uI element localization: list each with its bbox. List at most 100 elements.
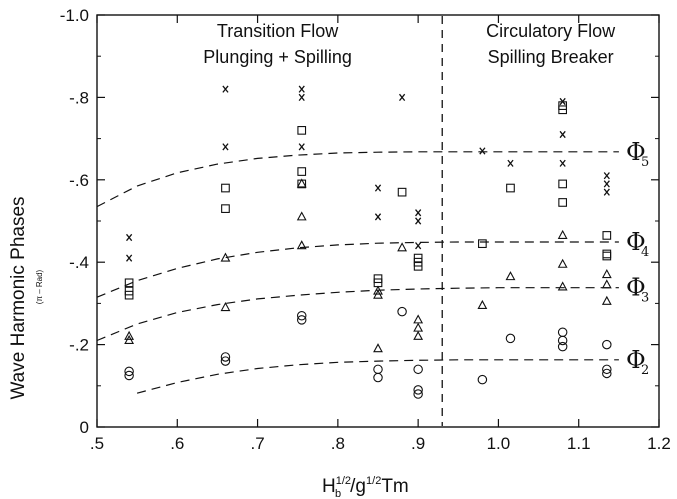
point-triangle xyxy=(373,343,383,353)
fitted-curves xyxy=(96,151,619,394)
point-circle xyxy=(296,315,307,325)
point-triangle xyxy=(124,334,135,345)
region-right-line1: Circulatory Flow xyxy=(486,21,616,41)
x-axis-title-end: Tm xyxy=(381,476,408,497)
point-triangle xyxy=(397,242,408,252)
point-triangle xyxy=(505,271,516,281)
axis-ticks: .5 .6 .7 .8 .9 1.0 1.1 1.2 0 -.2 -.4 -.6 -.8 -1.0 xyxy=(60,6,671,453)
point-x-stroke xyxy=(126,233,133,242)
y-tick-label: -.2 xyxy=(69,336,89,355)
x-axis-title: H1/2 b/g1/2Tm xyxy=(322,475,409,499)
point-x-stroke xyxy=(298,143,305,151)
x-tick-label: .9 xyxy=(411,434,425,453)
point-x xyxy=(603,188,610,196)
point-triangle xyxy=(373,289,383,299)
point-triangle xyxy=(296,211,307,221)
point-x xyxy=(507,159,514,167)
point-triangle xyxy=(601,269,612,279)
point-circle xyxy=(505,333,516,344)
point-circle xyxy=(413,389,423,399)
point-x xyxy=(298,93,305,102)
point-circle xyxy=(220,352,231,362)
point-x-stroke xyxy=(374,213,382,221)
curve-label-sub-2: 2 xyxy=(641,363,649,378)
y-axis-title: Wave Harmonic Phases xyxy=(8,196,29,399)
point-x-stroke xyxy=(126,254,133,262)
point-x-stroke xyxy=(415,217,422,225)
point-x-stroke xyxy=(415,242,422,250)
point-x-stroke xyxy=(479,147,486,155)
point-circle xyxy=(373,364,383,375)
x-axis-title-sub-b: b xyxy=(335,488,341,499)
point-circle xyxy=(413,385,423,395)
point-triangle xyxy=(373,285,383,295)
point-x xyxy=(603,172,610,180)
point-circle xyxy=(124,366,134,377)
point-triangle xyxy=(413,322,424,332)
point-circle xyxy=(602,368,612,379)
data-points xyxy=(124,85,612,399)
point-triangle xyxy=(124,330,135,340)
point-circle xyxy=(413,364,423,375)
point-square xyxy=(221,204,230,213)
x-axis-title-base: H xyxy=(322,476,336,497)
point-circle xyxy=(602,364,612,375)
x-axis-title-sup1: 1/2 xyxy=(336,475,351,487)
point-circle xyxy=(557,335,568,346)
point-x xyxy=(603,180,610,188)
point-circle xyxy=(220,356,231,366)
point-triangle xyxy=(220,252,231,262)
point-x xyxy=(398,93,406,102)
point-triangle xyxy=(220,301,231,312)
point-x xyxy=(415,217,422,225)
point-x xyxy=(559,130,566,139)
point-triangle xyxy=(477,299,488,310)
x-tick-label: 1.2 xyxy=(647,434,671,453)
y-tick-label: 0 xyxy=(80,418,89,437)
y-axis-unit: (π – Rad) xyxy=(35,269,44,304)
point-circle xyxy=(557,341,568,352)
y-axis-title-group: Wave Harmonic Phases xyxy=(8,196,29,399)
point-triangle xyxy=(296,178,307,188)
point-square xyxy=(478,239,487,249)
point-square xyxy=(124,290,134,300)
curve-label-sub-4: 4 xyxy=(641,245,649,260)
point-square xyxy=(602,249,612,259)
curve-label-phi-2: Φ xyxy=(626,346,646,374)
point-x-stroke xyxy=(374,184,382,192)
point-triangle xyxy=(557,281,568,291)
point-x xyxy=(298,85,305,93)
point-x-stroke xyxy=(415,209,422,217)
curve-label-sub-5: 5 xyxy=(641,155,649,170)
point-x-stroke xyxy=(603,188,610,196)
point-x xyxy=(479,147,486,155)
curve-label-phi-4: Φ xyxy=(626,228,646,256)
point-x-stroke xyxy=(559,159,566,167)
curve-phi-4 xyxy=(96,241,619,298)
point-circle xyxy=(373,372,383,383)
point-x xyxy=(222,143,229,151)
point-triangle xyxy=(601,295,612,305)
x-tick-label: .8 xyxy=(331,434,345,453)
point-square xyxy=(558,179,568,189)
point-circle xyxy=(557,327,568,337)
point-triangle xyxy=(557,258,568,268)
y-tick-label: -.6 xyxy=(69,171,89,190)
x-axis-title-sup2: 1/2 xyxy=(366,475,381,487)
point-circle xyxy=(124,370,134,381)
point-x-stroke xyxy=(603,172,610,180)
point-x xyxy=(298,143,305,151)
point-x xyxy=(126,254,133,262)
y-tick-label: -.8 xyxy=(69,88,89,107)
point-circle xyxy=(477,374,488,385)
point-x-stroke xyxy=(222,143,229,151)
region-left-line1: Transition Flow xyxy=(217,21,339,41)
point-triangle xyxy=(413,330,424,340)
region-left-line2: Plunging + Spilling xyxy=(203,47,352,67)
point-circle xyxy=(296,311,307,321)
point-square xyxy=(602,231,612,240)
point-triangle xyxy=(413,314,424,324)
x-axis-title-mid: /g xyxy=(350,476,366,497)
point-x-stroke xyxy=(298,85,305,93)
